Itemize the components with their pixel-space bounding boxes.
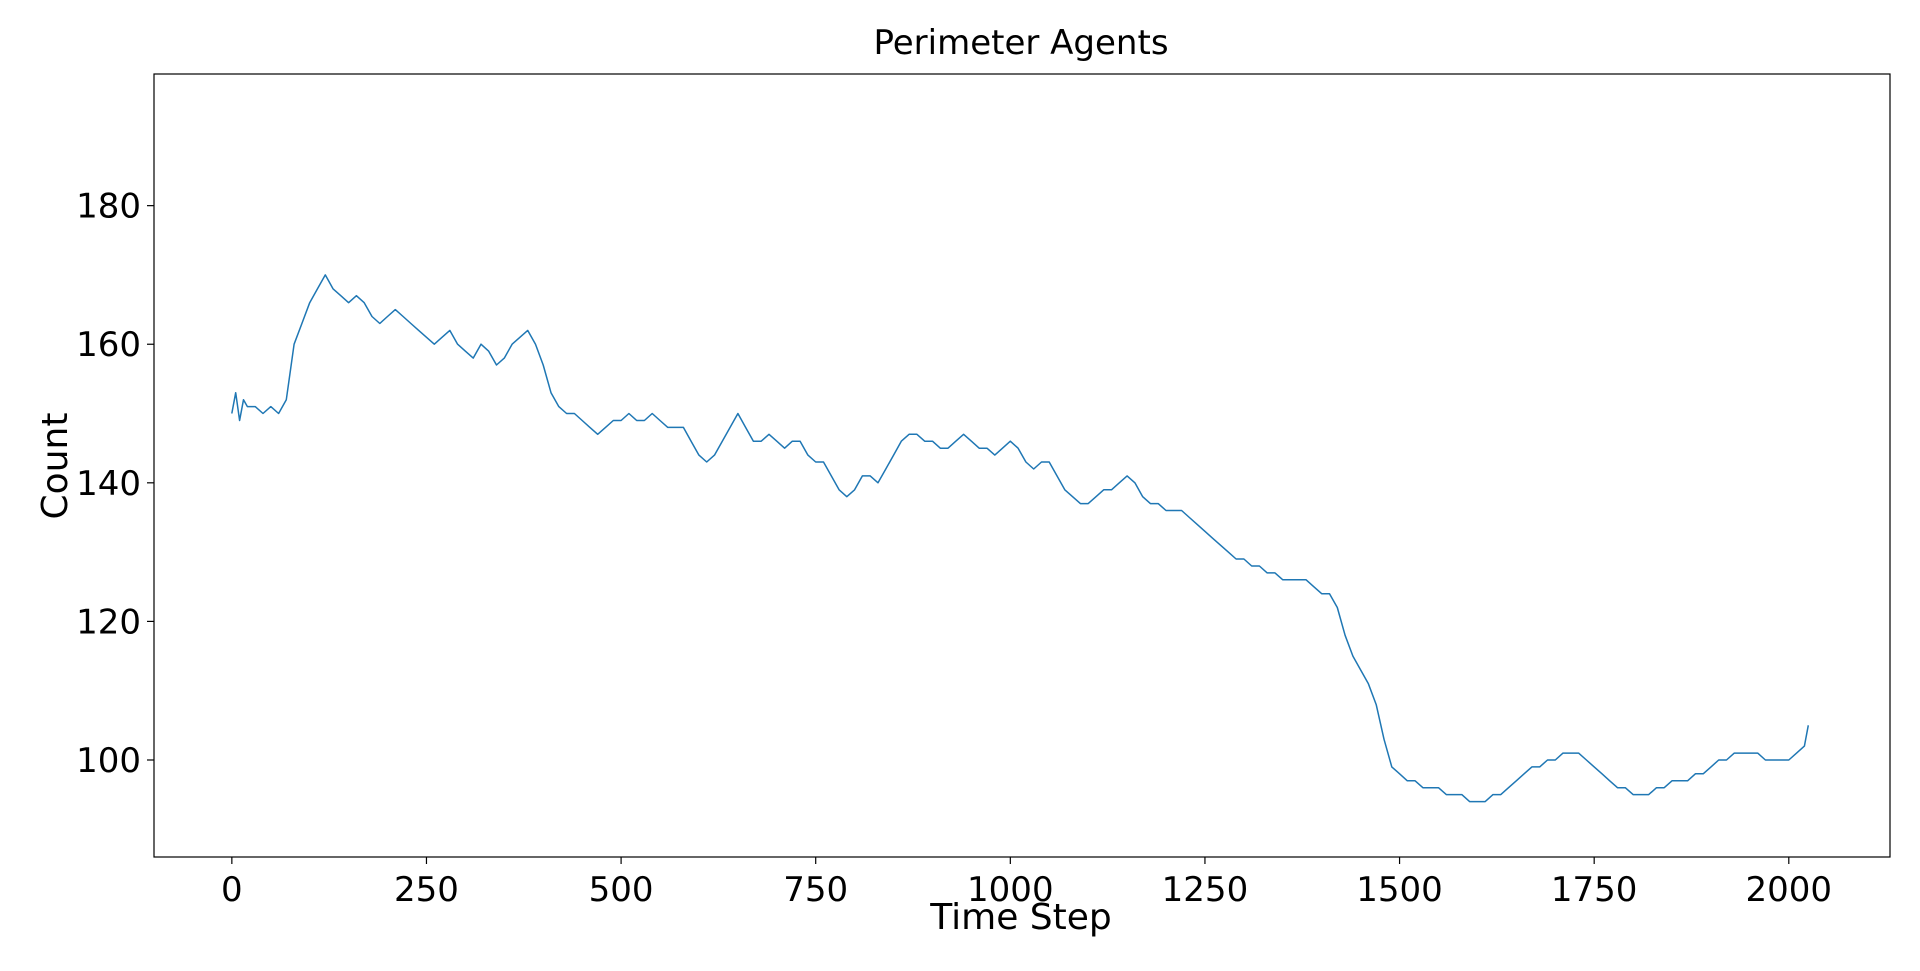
x-tick-label: 1750 xyxy=(1551,870,1638,910)
x-tick-label: 1250 xyxy=(1162,870,1249,910)
x-axis-label: Time Step xyxy=(929,897,1112,938)
series-group xyxy=(231,274,1810,803)
y-tick-label: 140 xyxy=(76,464,141,504)
x-tick-label: 1000 xyxy=(967,870,1054,910)
x-tick-label: 500 xyxy=(589,870,654,910)
x-tick-label: 2000 xyxy=(1746,870,1833,910)
y-tick-label: 120 xyxy=(76,602,141,642)
y-tick-label: 180 xyxy=(76,187,141,227)
x-tick-label: 0 xyxy=(221,870,243,910)
y-axis-ticks: 100 120 140 160 180 xyxy=(76,187,154,781)
y-tick-label: 160 xyxy=(76,325,141,365)
x-tick-label: 1500 xyxy=(1356,870,1443,910)
plot-area xyxy=(153,73,1891,858)
y-tick-label: 100 xyxy=(76,741,141,781)
x-tick-label: 250 xyxy=(394,870,459,910)
x-axis-ticks: 0 250 500 750 1000 1250 1500 1750 2000 xyxy=(221,857,1832,910)
x-tick-label: 750 xyxy=(783,870,848,910)
y-axis-label: Count xyxy=(35,413,76,520)
chart-title: Perimeter Agents xyxy=(873,23,1168,63)
series-line xyxy=(231,274,1810,803)
